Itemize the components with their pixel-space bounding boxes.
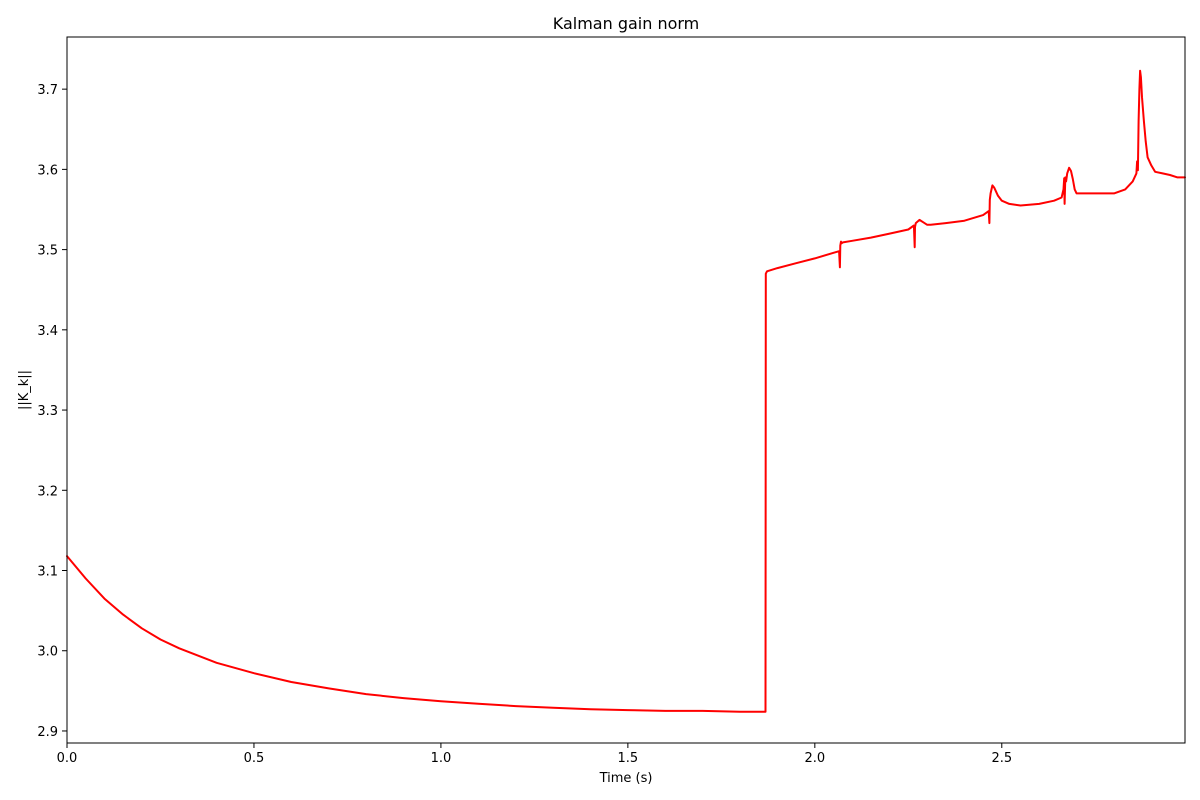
y-tick-label: 3.3 — [37, 404, 58, 419]
x-axis-ticks: 0.0 0.5 1.0 1.5 2.0 2.5 — [57, 743, 1012, 766]
y-tick-label: 3.2 — [37, 484, 58, 499]
y-tick-label: 3.4 — [37, 324, 58, 339]
x-tick-label: 0.0 — [57, 751, 78, 766]
chart-title: Kalman gain norm — [553, 14, 700, 33]
plot-area — [66, 69, 1186, 713]
y-tick-label: 3.6 — [37, 163, 58, 178]
y-tick-label: 3.7 — [37, 83, 58, 98]
x-tick-label: 2.5 — [991, 751, 1012, 766]
series-group — [66, 69, 1186, 713]
axes-frame — [66, 36, 1186, 744]
x-tick-label: 0.5 — [244, 751, 265, 766]
y-tick-label: 2.9 — [37, 725, 58, 740]
x-tick-label: 2.0 — [804, 751, 825, 766]
series-line — [66, 69, 1186, 713]
y-tick-label: 3.1 — [37, 565, 58, 580]
y-axis-ticks: 2.9 3.0 3.1 3.2 3.3 3.4 3.5 3.6 3.7 — [37, 83, 67, 740]
x-tick-label: 1.0 — [431, 751, 452, 766]
y-axis-label: ||K_k|| — [17, 370, 32, 410]
x-tick-label: 1.5 — [618, 751, 639, 766]
y-tick-label: 3.0 — [37, 645, 58, 660]
x-axis-label: Time (s) — [599, 771, 653, 786]
y-tick-label: 3.5 — [37, 244, 58, 259]
